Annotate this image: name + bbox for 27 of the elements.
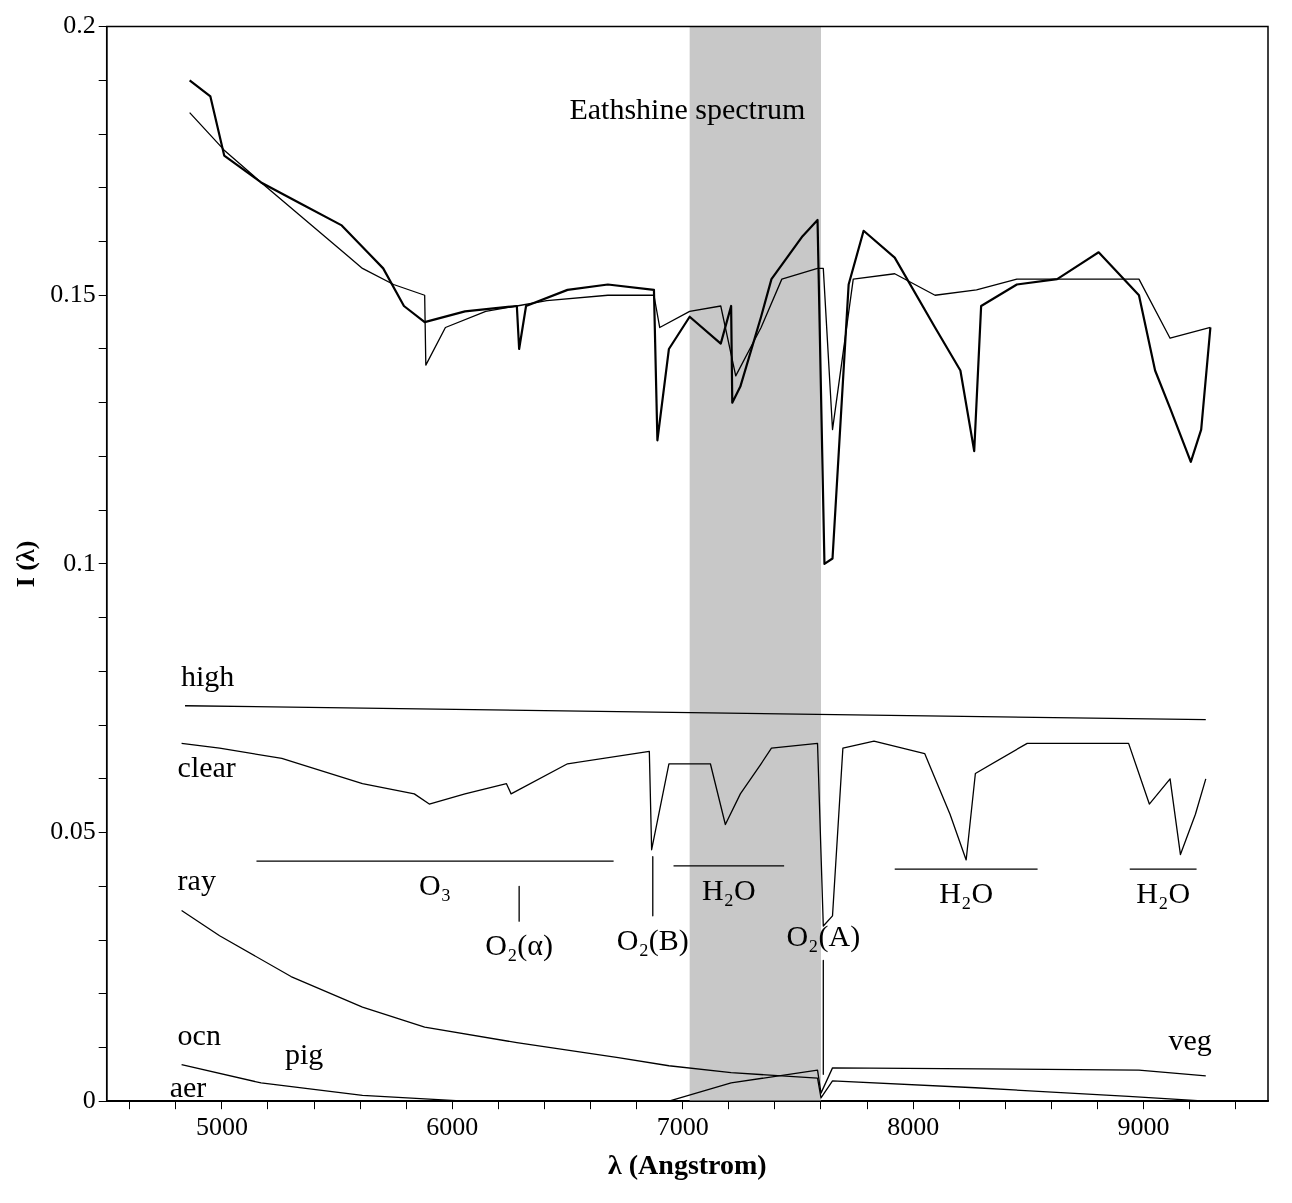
text: Eathshine spectrum: [569, 92, 806, 126]
y-tick-label: 0.05: [50, 816, 96, 846]
series-label: O₃: [418, 867, 452, 901]
series-label: O₂(A): [786, 919, 861, 954]
x-tick-label: 8000: [887, 1111, 940, 1141]
legend-label: ocn: [177, 1017, 221, 1051]
series-label: high: [181, 658, 235, 692]
legend-label: ray: [177, 863, 216, 897]
series-label: O₂(B): [616, 922, 689, 957]
series-label: veg: [1168, 1022, 1212, 1056]
y-tick-label: 0: [82, 1085, 96, 1115]
x-tick-label: 6000: [426, 1111, 479, 1141]
x-axis-title: λ (Angstrom): [608, 1149, 767, 1181]
series-label: H₂O: [1136, 875, 1191, 909]
y-tick-label: 0.2: [63, 10, 96, 40]
series-label: H₂O: [701, 872, 756, 906]
y-tick-label: 0.1: [63, 547, 96, 577]
legend-label: clear: [177, 750, 236, 784]
x-tick-label: 7000: [656, 1111, 709, 1141]
series-label: O₂(α): [485, 928, 554, 963]
x-tick-label: 5000: [195, 1111, 248, 1141]
y-tick-label: 0.15: [50, 279, 96, 309]
annotation: pig: [284, 1037, 324, 1071]
annotation: aer: [169, 1070, 207, 1104]
series-label: H₂O: [939, 875, 994, 909]
x-tick-label: 9000: [1117, 1111, 1170, 1141]
y-axis-title: I (λ): [11, 540, 41, 588]
